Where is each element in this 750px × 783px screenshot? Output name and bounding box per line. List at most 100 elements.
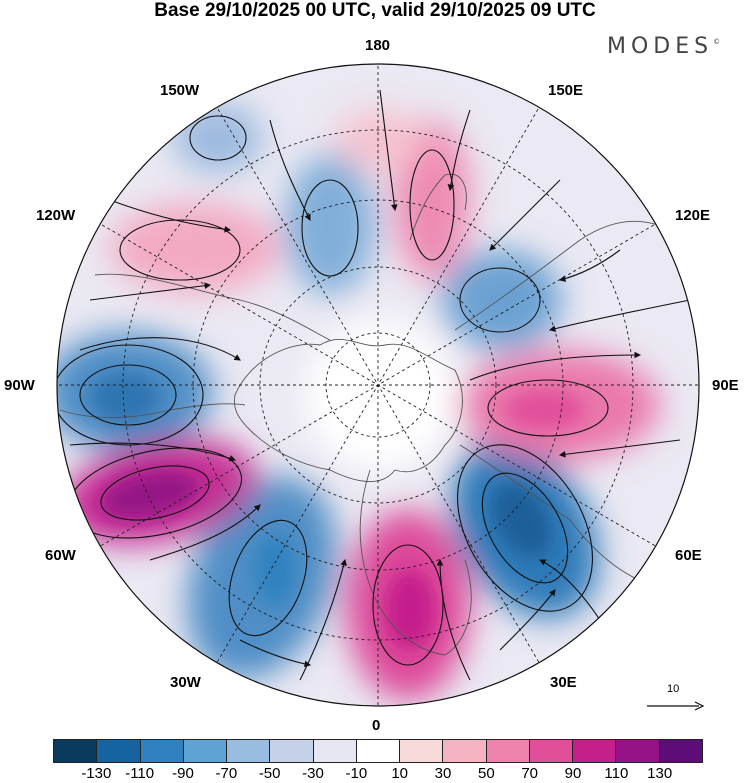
low-anomaly-170w — [285, 155, 375, 295]
streamline — [149, 504, 261, 561]
label-lon-right-upper: 120E — [675, 207, 711, 224]
colorbar-ticks: -130 -110 -90 -70 -50 -30 -10 10 30 50 70 90 110 130 — [0, 765, 750, 783]
colorbar-swatch — [182, 740, 227, 762]
label-lon-lower-right: 30E — [550, 674, 577, 691]
streamline — [499, 589, 556, 651]
colorbar-tick-label: -90 — [172, 765, 194, 782]
colorbar-tick-label: 10 — [391, 765, 408, 782]
colorbar-tick-label: 70 — [521, 765, 538, 782]
colorbar-tick-label: -10 — [345, 765, 368, 782]
arctic-islands-coast — [233, 338, 463, 482]
streamline — [436, 558, 471, 681]
low-core-40w — [255, 535, 295, 605]
streamline — [539, 559, 601, 621]
high-core-70w — [100, 471, 200, 519]
cyclone-90w — [79, 364, 177, 426]
europe-coast — [359, 469, 472, 656]
label-lon-top: 180 — [365, 37, 391, 54]
streamline — [489, 179, 561, 251]
streamline — [558, 249, 621, 282]
anomaly-field — [57, 64, 699, 706]
cyclone-55e — [481, 472, 569, 584]
pole-neutral-zone — [305, 320, 455, 470]
label-lon-upper-right: 150E — [548, 82, 584, 99]
anticyclone-70w — [100, 465, 210, 521]
high-anomaly-120w — [110, 203, 280, 293]
anticyclone-170e — [409, 149, 455, 261]
reference-vector-arrow — [647, 701, 705, 711]
colorbar-swatch — [312, 740, 356, 762]
cyclone-55e-outer — [457, 444, 593, 612]
streamline — [109, 199, 232, 233]
colorbar-swatch — [658, 740, 702, 762]
copyright-mark: © — [713, 38, 721, 46]
streamline — [79, 337, 241, 361]
colorbar-swatch — [139, 740, 183, 762]
streamline — [548, 299, 691, 332]
colorbar-tick-label: 90 — [564, 765, 582, 782]
label-lon-upper-left: 150W — [160, 82, 200, 99]
colorbar-tick-label: -50 — [258, 765, 281, 782]
colorbar-swatch — [572, 740, 616, 762]
streamline — [469, 351, 642, 381]
colorbar-tick-label: 30 — [434, 765, 452, 782]
colorbar-swatch — [96, 740, 140, 762]
low-core-55e — [492, 483, 552, 557]
anticyclone-90e — [487, 379, 609, 437]
low-anomaly-150w — [173, 103, 263, 173]
colorbar-swatch — [269, 740, 313, 762]
streamline — [69, 442, 237, 462]
high-core-90e — [505, 390, 585, 430]
label-lon-left-lower: 60W — [45, 547, 76, 564]
cyclone-125e — [459, 267, 541, 333]
low-core-90w — [90, 373, 160, 423]
map-title: Base 29/10/2025 00 UTC, valid 29/10/2025… — [154, 0, 596, 21]
modes-logo: MODES© — [607, 34, 720, 59]
map-border — [56, 63, 700, 707]
colorbar-swatch — [528, 740, 573, 762]
colorbar-swatch — [355, 740, 400, 762]
siberia-coast — [454, 220, 671, 331]
anticyclone-120w — [119, 219, 241, 281]
colorbar-tick-label: -110 — [125, 765, 155, 782]
low-anomaly-125e — [442, 250, 562, 350]
label-lon-left: 90W — [4, 377, 35, 394]
colorbar-swatch — [485, 740, 529, 762]
colorbar-tick-label: -130 — [81, 765, 112, 782]
label-lon-lower-left: 30W — [170, 674, 201, 691]
colorbar-tick-label: -30 — [302, 765, 324, 782]
colorbar-swatch — [615, 740, 659, 762]
high-anomaly-180 — [335, 110, 425, 170]
streamline — [447, 109, 471, 192]
polar-map — [56, 63, 700, 707]
cyclone-150w — [189, 115, 247, 161]
reference-vector-label: 10 — [667, 683, 680, 695]
colorbar-swatch — [442, 740, 486, 762]
brand-text: MODES — [607, 34, 714, 59]
label-lon-left-upper: 120W — [36, 207, 76, 224]
bering-coast — [409, 173, 467, 241]
cyclone-90w-outer — [57, 344, 204, 446]
colorbar-swatch — [399, 740, 443, 762]
latitude-circle-50 — [122, 129, 634, 641]
colorbar-swatch — [54, 740, 97, 762]
cyclone-40w — [228, 519, 308, 637]
colorbar-tick-label: 130 — [647, 765, 673, 782]
cyclone-170w — [301, 179, 359, 277]
anticyclone-10e — [372, 544, 444, 666]
label-lon-right: 90E — [712, 377, 739, 394]
streamline — [239, 639, 312, 668]
streamline — [89, 282, 212, 301]
colorbar-tick-label: 50 — [477, 765, 495, 782]
label-lon-bottom: 0 — [372, 717, 381, 734]
latitude-circle-70 — [259, 266, 497, 504]
colorbar-tick-label: 110 — [604, 765, 629, 782]
graticule — [57, 64, 699, 706]
colorbar-swatch — [226, 740, 270, 762]
label-lon-right-lower: 60E — [675, 547, 702, 564]
streamline — [379, 89, 398, 212]
colorbar — [53, 739, 703, 763]
streamline — [269, 119, 311, 221]
colorbar-tick-label: -70 — [215, 765, 238, 782]
north-america-coast — [94, 273, 331, 341]
